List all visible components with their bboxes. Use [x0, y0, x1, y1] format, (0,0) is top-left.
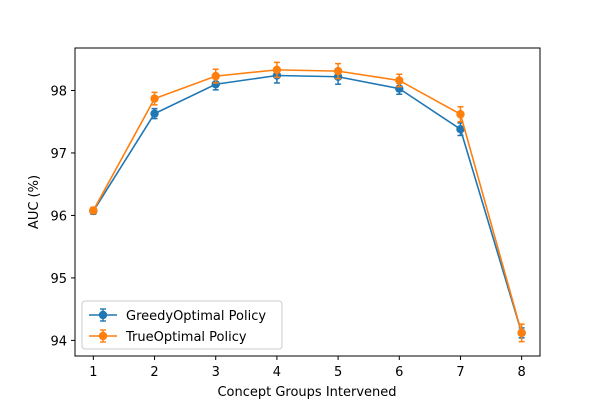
y-tick-label: 96 — [50, 209, 67, 224]
legend-marker — [98, 310, 108, 320]
x-tick-label: 5 — [334, 365, 342, 380]
x-axis: 1 2 3 4 5 6 7 8 — [89, 356, 526, 380]
x-tick-label: 7 — [456, 365, 464, 380]
data-point — [150, 94, 159, 103]
data-point — [211, 80, 220, 89]
y-tick-label: 97 — [50, 147, 67, 162]
data-point — [333, 66, 343, 76]
data-point — [89, 206, 98, 215]
series-2 — [89, 61, 526, 343]
series-line — [92, 69, 523, 334]
data-point — [272, 65, 282, 75]
y-axis-label: AUC (%) — [27, 175, 42, 229]
series-line — [92, 74, 523, 334]
y-tick-label: 95 — [50, 272, 67, 287]
legend-label: GreedyOptimal Policy — [126, 309, 266, 324]
y-tick-label: 98 — [50, 84, 67, 99]
data-point — [456, 125, 465, 134]
y-tick-label: 94 — [50, 334, 67, 349]
x-tick-label: 1 — [89, 365, 97, 380]
legend: GreedyOptimal Policy TrueOptimal Policy — [81, 300, 283, 350]
data-point — [517, 328, 526, 338]
data-point — [150, 109, 159, 118]
y-axis: 94 95 96 97 98 — [50, 84, 75, 349]
data-point — [211, 71, 220, 81]
plot-area-frame — [74, 47, 541, 357]
x-tick-label: 8 — [518, 365, 526, 380]
x-tick-label: 4 — [273, 365, 281, 380]
x-tick-label: 3 — [212, 365, 220, 380]
data-point — [395, 76, 404, 85]
legend-box — [81, 300, 283, 350]
data-point — [456, 110, 465, 119]
x-axis-label: Concept Groups Intervened — [217, 385, 396, 400]
legend-marker — [98, 331, 108, 341]
x-tick-label: 6 — [395, 365, 403, 380]
legend-label: TrueOptimal Policy — [125, 330, 247, 345]
series-layer — [89, 61, 526, 343]
x-tick-label: 2 — [150, 365, 158, 380]
